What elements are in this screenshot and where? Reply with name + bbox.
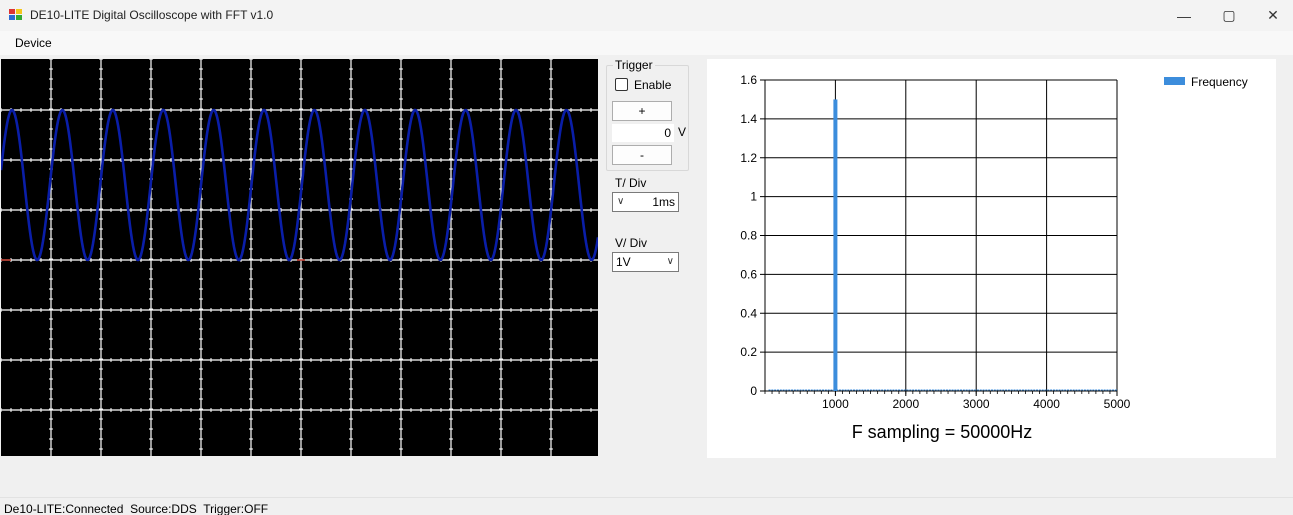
- y-tick-label: 1.4: [740, 112, 757, 126]
- status-text: De10-LITE:Connected Source:DDS Trigger:O…: [4, 502, 268, 515]
- status-source: Source:DDS: [130, 502, 197, 515]
- oscilloscope-display: [1, 59, 598, 456]
- chevron-down-icon: ∨: [666, 256, 674, 267]
- maximize-icon[interactable]: ▢: [1222, 7, 1236, 23]
- legend-swatch: [1164, 77, 1185, 85]
- trigger-level-unit: V: [678, 125, 687, 139]
- y-tick-label: 0: [750, 384, 757, 398]
- status-bar: De10-LITE:Connected Source:DDS Trigger:O…: [0, 497, 1293, 515]
- legend-label: Frequency: [1191, 75, 1248, 89]
- x-tick-label: 1000: [822, 397, 849, 411]
- x-tick-label: 3000: [963, 397, 990, 411]
- status-trigger: Trigger:OFF: [203, 502, 269, 515]
- chevron-down-icon: ∨: [617, 196, 625, 207]
- trigger-level-field[interactable]: 0: [612, 124, 674, 142]
- y-tick-label: 1.6: [740, 73, 757, 87]
- trigger-plus-button[interactable]: +: [612, 101, 672, 121]
- trigger-enable-label: Enable: [634, 78, 672, 92]
- y-tick-label: 1.2: [740, 151, 757, 165]
- y-tick-label: 0.2: [740, 345, 757, 359]
- tdiv-label: T/ Div: [615, 176, 647, 190]
- trigger-group-title: Trigger: [613, 58, 655, 72]
- status-connection: De10-LITE:Connected: [4, 502, 124, 515]
- chart-title: F sampling = 50000Hz: [852, 422, 1033, 442]
- title-bar: DE10-LITE Digital Oscilloscope with FFT …: [0, 0, 1293, 31]
- x-tick-label: 2000: [892, 397, 919, 411]
- menu-item-device[interactable]: Device: [15, 36, 52, 50]
- trigger-minus-button[interactable]: -: [612, 145, 672, 165]
- app-icon: [9, 9, 23, 21]
- close-icon[interactable]: ✕: [1267, 7, 1279, 23]
- tdiv-select[interactable]: ∨ 1ms: [612, 192, 679, 212]
- minimize-icon[interactable]: —: [1177, 7, 1191, 24]
- x-tick-label: 4000: [1033, 397, 1060, 411]
- trigger-enable-checkbox[interactable]: [615, 78, 628, 91]
- signal-trace: [1, 108, 598, 262]
- y-tick-label: 1: [750, 190, 757, 204]
- frequency-bar: [833, 99, 838, 391]
- y-tick-label: 0.8: [740, 229, 757, 243]
- menu-bar: Device: [0, 31, 1293, 55]
- y-tick-label: 0.4: [740, 306, 757, 320]
- y-tick-label: 0.6: [740, 267, 757, 281]
- x-tick-label: 5000: [1104, 397, 1131, 411]
- vdiv-label: V/ Div: [615, 236, 648, 250]
- window-title: DE10-LITE Digital Oscilloscope with FFT …: [30, 8, 274, 22]
- fft-chart: 0 0.2 0.4 0.6 0.8 1 1.2 1.4 1.6 1000 2000 3000 4000 5…: [740, 73, 1248, 442]
- fft-chart-panel: 0 0.2 0.4 0.6 0.8 1 1.2 1.4 1.6 1000 2000 3000 4000 5…: [707, 59, 1276, 458]
- oscilloscope-canvas: [1, 59, 598, 456]
- vdiv-value: 1V: [616, 255, 631, 269]
- vdiv-select[interactable]: 1V ∨: [612, 252, 679, 272]
- tdiv-value: 1ms: [652, 195, 675, 209]
